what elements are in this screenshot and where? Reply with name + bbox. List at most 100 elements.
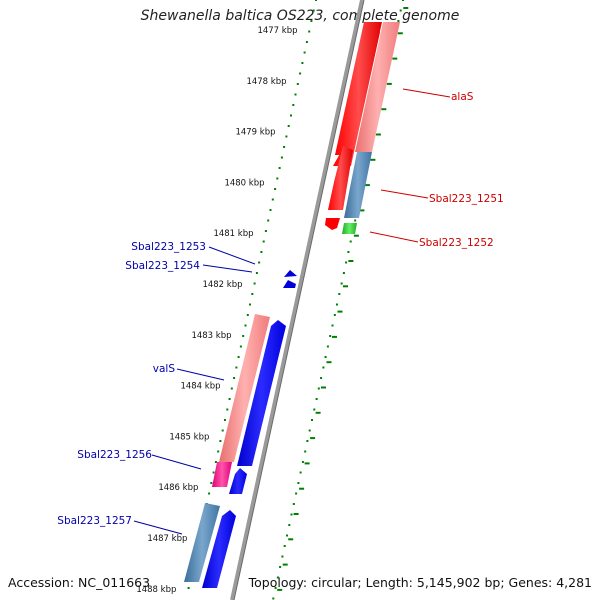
label-sbal1257[interactable]: Sbal223_1257	[57, 515, 132, 527]
label-sbal1253[interactable]: Sbal223_1253	[131, 241, 206, 253]
label-sbal1252[interactable]: Sbal223_1252	[419, 237, 494, 249]
scale-dot	[262, 240, 265, 243]
scale-dot	[399, 9, 402, 12]
scale-dot	[219, 440, 222, 442]
scale-dot	[230, 387, 233, 390]
gene-alaS-body[interactable]	[335, 22, 382, 155]
scale-dot	[208, 492, 211, 495]
scale-tick-label: 1482 kbp	[202, 280, 242, 290]
label-sbal1254[interactable]: Sbal223_1254	[125, 260, 200, 272]
scale-dot	[235, 366, 238, 369]
scale-dot	[244, 324, 247, 327]
scale-dot	[290, 513, 293, 516]
scale-dot	[214, 461, 217, 463]
forward-features	[325, 22, 400, 234]
scale-dot	[292, 104, 295, 106]
scale-dot	[258, 261, 261, 264]
scale-dot	[281, 555, 284, 558]
scale-tick-label: 1487 kbp	[147, 534, 187, 544]
scale-dot	[267, 219, 270, 222]
gene-sbal1256[interactable]	[229, 468, 247, 494]
scale-dot	[210, 482, 213, 484]
gene-sbal1253[interactable]	[284, 270, 297, 277]
scale-dot	[280, 156, 283, 159]
scale-tick-label: 1480 kbp	[224, 178, 264, 188]
label-sbal1251[interactable]: Sbal223_1251	[429, 193, 504, 205]
genome-backbone	[230, 0, 364, 600]
scale-dot	[311, 419, 313, 421]
scale-dot	[283, 146, 286, 148]
scale-tick-label: 1481 kbp	[213, 229, 253, 239]
cds-sbal1251[interactable]	[344, 152, 372, 218]
scale-dot	[253, 282, 256, 285]
scale-dot	[264, 230, 267, 232]
scale-dot	[288, 524, 291, 526]
scale-dot	[317, 387, 320, 390]
label-alaS[interactable]: alaS	[451, 91, 474, 103]
cds-sbal1257[interactable]	[184, 503, 220, 582]
gene-sbal1254[interactable]	[283, 280, 296, 288]
scale-tick-label: 1484 kbp	[180, 382, 220, 392]
scale-dot	[255, 272, 258, 274]
scale-dot	[329, 335, 332, 337]
scale-dot	[212, 471, 215, 474]
scale-dot	[290, 114, 292, 117]
scale-tick-label: 1478 kbp	[246, 77, 286, 87]
scale-dot	[221, 429, 224, 432]
cds-sbal1256[interactable]	[212, 462, 232, 487]
scale-dot	[331, 324, 334, 327]
scale-dot	[299, 471, 302, 474]
scale-dot	[242, 335, 245, 337]
scale-dot	[249, 303, 251, 306]
scale-dot	[272, 597, 275, 600]
scale-dot	[299, 72, 302, 75]
scale-dot	[402, 0, 404, 1]
scale-track-left	[187, 0, 317, 589]
feature-labels: alaS Sbal223_1251 Sbal223_1252 Sbal223_1…	[57, 91, 503, 527]
scale-dot	[336, 303, 338, 306]
scale-dot	[294, 93, 297, 96]
gene-valS[interactable]	[237, 320, 286, 466]
cds-alaS[interactable]	[355, 22, 400, 152]
scale-dot	[237, 356, 240, 358]
scale-tick-label: 1488 kbp	[136, 585, 176, 595]
scale-dot	[324, 356, 327, 358]
scale-dot	[308, 429, 311, 432]
rna-sbal1252[interactable]	[342, 223, 357, 234]
scale-dot	[338, 293, 341, 295]
scale-tick-label: 1486 kbp	[158, 483, 198, 493]
gene-sbal1252[interactable]	[325, 218, 340, 230]
scale-dot	[233, 377, 236, 379]
scale-dot	[287, 125, 290, 127]
accession-label: Accession: NC_011663	[8, 575, 151, 590]
scale-tick-labels: 1477 kbp 1478 kbp 1479 kbp 1480 kbp 1481 kbp…	[136, 26, 297, 595]
scale-dot	[340, 282, 343, 285]
scale-dot	[313, 408, 316, 411]
scale-dot	[306, 440, 309, 442]
scale-dot	[286, 534, 288, 537]
scale-dot	[347, 251, 350, 253]
scale-tick-label: 1477 kbp	[257, 26, 297, 36]
scale-dot	[312, 9, 315, 12]
scale-dot	[297, 482, 300, 484]
scale-dot	[295, 492, 298, 495]
genome-summary: Topology: circular; Length: 5,145,902 bp…	[248, 575, 592, 590]
scale-dot	[276, 576, 279, 579]
scale-tick-label: 1483 kbp	[191, 331, 231, 341]
scale-dot	[260, 251, 263, 253]
label-sbal1256[interactable]: Sbal223_1256	[77, 449, 152, 461]
label-leaders	[133, 88, 451, 535]
scale-dot	[308, 30, 311, 33]
scale-dot	[271, 198, 274, 201]
scale-dot	[292, 503, 295, 505]
scale-dot	[274, 587, 277, 589]
scale-dot	[345, 261, 348, 264]
cds-valS[interactable]	[219, 314, 270, 462]
gene-sbal1251[interactable]	[328, 146, 353, 210]
gene-sbal1257[interactable]	[202, 510, 236, 588]
scale-track-right	[272, 0, 409, 600]
scale-dot	[326, 345, 329, 348]
scale-dot	[315, 0, 317, 1]
label-valS[interactable]: valS	[153, 363, 176, 375]
